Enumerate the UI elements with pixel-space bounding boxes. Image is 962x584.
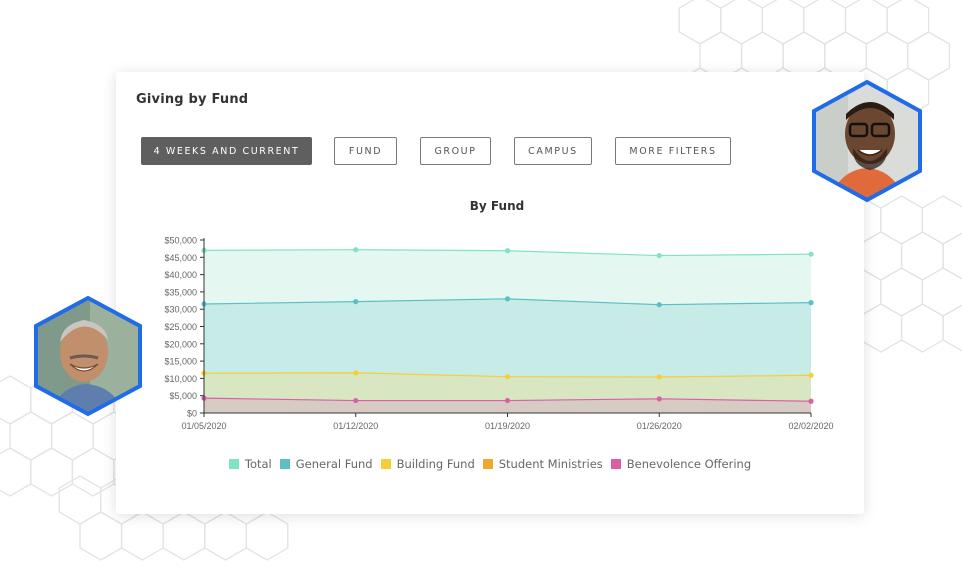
y-tick-label: $15,000 (164, 357, 197, 367)
background-hexagon (859, 303, 903, 353)
background-hexagon (0, 447, 32, 497)
background-hexagon (58, 475, 102, 525)
legend-swatch-total (228, 459, 239, 469)
legend-label: Building Fund (396, 457, 475, 471)
background-hexagon (844, 0, 888, 45)
background-hexagon (761, 0, 805, 45)
avatar-older-man (34, 295, 142, 417)
chart-title: By Fund (469, 199, 525, 213)
background-hexagon (880, 267, 924, 317)
y-tick-label: $0 (187, 409, 197, 419)
background-hexagon (803, 0, 847, 45)
background-hexagon (900, 303, 944, 353)
legend-item-total[interactable]: Total (228, 457, 272, 471)
background-hexagon (907, 31, 951, 81)
legend-item-building-fund[interactable]: Building Fund (380, 457, 475, 471)
y-tick-label: $40,000 (164, 270, 197, 280)
y-tick-label: $5,000 (169, 391, 197, 401)
point-benevolence-offering (353, 397, 359, 404)
legend-swatch-building-fund (380, 459, 391, 469)
background-hexagon (50, 411, 94, 461)
card-title: Giving by Fund (136, 92, 249, 107)
background-hexagon (162, 511, 206, 561)
x-tick-label: 01/19/2020 (485, 421, 530, 431)
point-total (353, 247, 359, 253)
legend-label: Total (244, 457, 272, 471)
legend-item-general-fund[interactable]: General Fund (279, 457, 373, 471)
y-tick-label: $35,000 (164, 287, 197, 297)
background-hexagon (886, 0, 930, 45)
background-hexagon (942, 304, 962, 352)
background-hexagon (204, 511, 247, 561)
background-hexagon (30, 447, 74, 497)
legend-label: Benevolence Offering (626, 457, 752, 471)
by-fund-area-chart: $50,000 $45,000 $40,000 $35,000 $30,000 $25,0… (164, 236, 833, 432)
background-hexagon (720, 0, 764, 45)
x-tick-label: 01/26/2020 (637, 421, 682, 431)
background-hexagon (0, 375, 32, 425)
x-tick-label: 02/02/2020 (788, 421, 833, 431)
background-hexagon (859, 231, 903, 281)
y-tick-label: $10,000 (164, 374, 197, 384)
point-benevolence-offering (504, 397, 511, 404)
point-general-fund (353, 298, 359, 305)
point-benevolence-offering (656, 396, 662, 402)
point-building-fund (353, 370, 359, 376)
y-tick-label: $45,000 (164, 253, 197, 263)
avatar-man-glasses (812, 79, 922, 203)
y-tick-label: $25,000 (164, 322, 197, 332)
point-building-fund (504, 374, 511, 380)
y-tick-label: $30,000 (164, 305, 197, 315)
x-tick-label: 01/05/2020 (181, 421, 226, 431)
point-total (656, 252, 662, 259)
y-tick-label: $20,000 (164, 339, 197, 349)
background-hexagon (9, 411, 53, 461)
point-general-fund (808, 300, 814, 306)
point-general-fund (656, 302, 662, 308)
legend-swatch-benevolence-offering (610, 459, 621, 469)
background-hexagon (79, 511, 123, 561)
filter-group-button[interactable]: GROUP (420, 137, 491, 165)
background-hexagon (942, 232, 962, 280)
point-benevolence-offering (808, 398, 814, 404)
filter-campus-button[interactable]: CAMPUS (514, 137, 592, 165)
background-hexagon (900, 231, 944, 281)
giving-by-fund-card: Giving by Fund 4 WEEKS AND CURRENT FUND … (116, 72, 864, 514)
filter-fund-button[interactable]: FUND (334, 137, 397, 165)
legend-label: General Fund (295, 457, 373, 471)
filter-4-weeks-button[interactable]: 4 WEEKS AND CURRENT (141, 137, 312, 165)
legend-item-student-ministries[interactable]: Student Ministries (482, 457, 603, 471)
legend-swatch-general-fund (279, 459, 290, 469)
point-total (504, 248, 511, 254)
background-hexagon (678, 0, 722, 45)
legend-item-benevolence-offering[interactable]: Benevolence Offering (610, 457, 752, 471)
x-tick-label: 01/12/2020 (333, 421, 378, 431)
point-building-fund (808, 372, 814, 378)
point-general-fund (504, 296, 511, 302)
chart-legend: Total General Fund Building Fund Student… (116, 457, 864, 471)
legend-swatch-student-ministries (482, 459, 493, 469)
background-hexagon (71, 447, 115, 497)
background-hexagon (245, 511, 289, 561)
point-total (808, 251, 814, 257)
more-filters-button[interactable]: MORE FILTERS (615, 137, 731, 165)
point-building-fund (656, 374, 662, 380)
y-tick-label: $50,000 (164, 236, 197, 246)
background-hexagon (120, 511, 164, 561)
background-hexagon (865, 31, 909, 81)
legend-label: Student Ministries (498, 457, 603, 471)
